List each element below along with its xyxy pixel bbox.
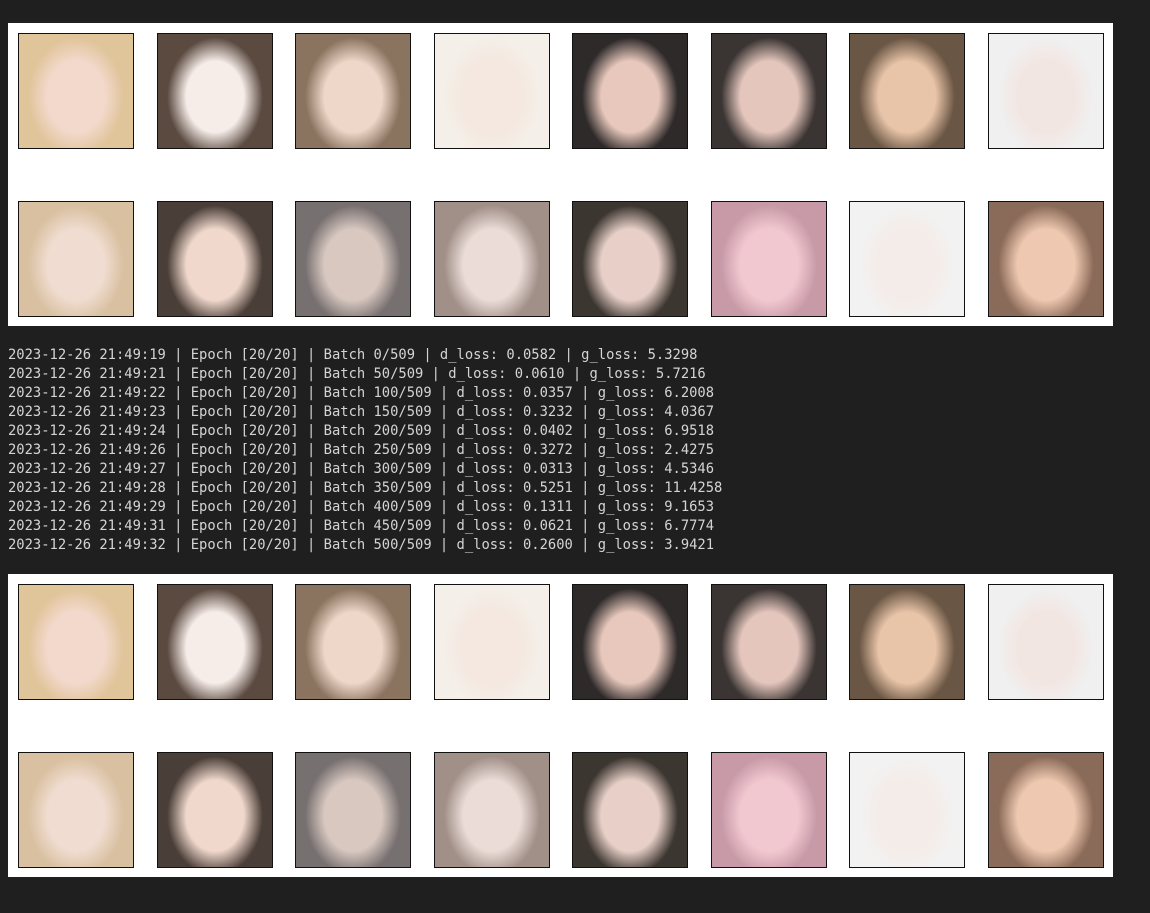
generated-face: [157, 201, 273, 317]
log-line: 2023-12-26 21:49:22 | Epoch [20/20] | Ba…: [8, 385, 715, 401]
generated-face: [572, 752, 688, 868]
log-line: 2023-12-26 21:49:26 | Epoch [20/20] | Ba…: [8, 442, 715, 458]
generated-face: [711, 201, 827, 317]
generated-face: [434, 201, 550, 317]
generated-face: [988, 201, 1104, 317]
generated-face: [572, 33, 688, 149]
log-line: 2023-12-26 21:49:32 | Epoch [20/20] | Ba…: [8, 537, 715, 553]
generated-face: [157, 33, 273, 149]
generated-face: [434, 752, 550, 868]
generated-face: [988, 33, 1104, 149]
log-line: 2023-12-26 21:49:27 | Epoch [20/20] | Ba…: [8, 461, 715, 477]
generated-face: [18, 752, 134, 868]
generated-face: [849, 752, 965, 868]
image-grid: [8, 574, 1113, 877]
generated-face: [157, 752, 273, 868]
generated-face: [988, 752, 1104, 868]
log-line: 2023-12-26 21:49:29 | Epoch [20/20] | Ba…: [8, 499, 715, 515]
generated-face: [572, 201, 688, 317]
log-line: 2023-12-26 21:49:19 | Epoch [20/20] | Ba…: [8, 347, 698, 363]
generated-face: [849, 33, 965, 149]
log-line: 2023-12-26 21:49:21 | Epoch [20/20] | Ba…: [8, 366, 706, 382]
generated-face: [295, 752, 411, 868]
generated-face: [434, 584, 550, 700]
generated-face: [295, 201, 411, 317]
log-line: 2023-12-26 21:49:24 | Epoch [20/20] | Ba…: [8, 423, 715, 439]
generated-face: [711, 584, 827, 700]
generated-face: [711, 33, 827, 149]
generated-face: [157, 584, 273, 700]
training-log: 2023-12-26 21:49:19 | Epoch [20/20] | Ba…: [8, 346, 722, 555]
image-grid: [8, 23, 1113, 326]
generated-face: [849, 201, 965, 317]
log-line: 2023-12-26 21:49:28 | Epoch [20/20] | Ba…: [8, 480, 723, 496]
generated-face: [988, 584, 1104, 700]
generated-face: [295, 584, 411, 700]
generated-face: [849, 584, 965, 700]
generated-face: [295, 33, 411, 149]
generated-face: [711, 752, 827, 868]
generated-face: [434, 33, 550, 149]
generated-face: [18, 33, 134, 149]
log-line: 2023-12-26 21:49:31 | Epoch [20/20] | Ba…: [8, 518, 715, 534]
log-line: 2023-12-26 21:49:23 | Epoch [20/20] | Ba…: [8, 404, 715, 420]
generated-face: [18, 584, 134, 700]
generated-face: [18, 201, 134, 317]
generated-face: [572, 584, 688, 700]
